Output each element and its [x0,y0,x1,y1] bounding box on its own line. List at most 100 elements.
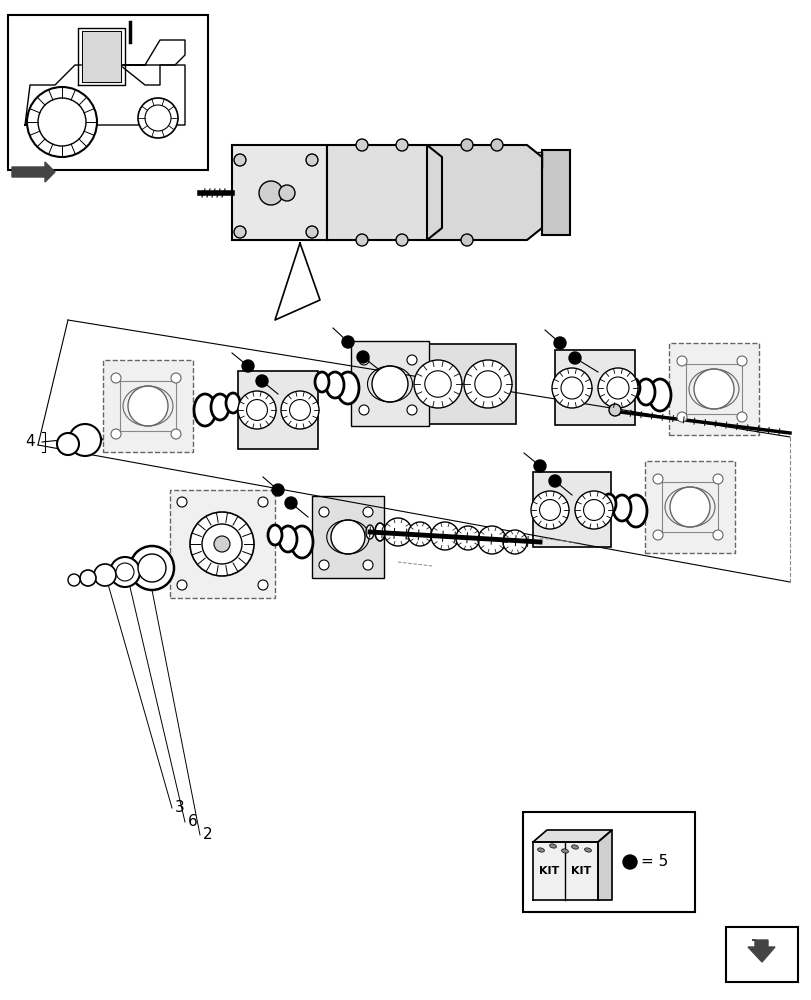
Circle shape [597,368,637,408]
Circle shape [363,507,372,517]
Bar [725,927,797,982]
Ellipse shape [624,495,646,527]
Ellipse shape [601,494,616,514]
Circle shape [358,355,368,365]
Circle shape [128,386,168,426]
Circle shape [202,524,242,564]
Polygon shape [82,31,121,82]
Circle shape [319,507,328,517]
Circle shape [608,404,620,416]
Circle shape [279,185,294,201]
Circle shape [478,526,505,554]
Polygon shape [25,65,185,125]
Circle shape [138,98,178,138]
Circle shape [569,352,581,364]
Circle shape [652,474,663,484]
Circle shape [463,360,512,408]
Bar [311,496,384,578]
Circle shape [358,405,368,415]
Circle shape [396,234,407,246]
Ellipse shape [375,523,384,541]
Polygon shape [327,145,441,240]
Circle shape [258,580,268,590]
Circle shape [669,487,709,527]
Bar [668,343,758,435]
Ellipse shape [337,372,358,404]
Circle shape [676,412,686,422]
Circle shape [242,360,254,372]
Circle shape [396,139,407,151]
Circle shape [341,336,354,348]
Circle shape [461,139,473,151]
Circle shape [234,154,246,166]
Circle shape [406,405,417,415]
Bar [410,344,515,424]
Circle shape [259,181,283,205]
Circle shape [652,530,663,540]
Text: KIT: KIT [539,866,559,876]
Circle shape [171,429,181,439]
Circle shape [407,522,431,546]
Circle shape [319,560,328,570]
Polygon shape [120,40,185,65]
Ellipse shape [315,372,328,392]
Circle shape [214,536,230,552]
Circle shape [553,337,565,349]
Circle shape [548,475,560,487]
Circle shape [560,377,582,399]
Ellipse shape [537,848,543,852]
Circle shape [406,355,417,365]
Circle shape [491,139,502,151]
Circle shape [145,105,171,131]
Bar [661,482,717,532]
Circle shape [607,377,629,399]
Circle shape [258,497,268,507]
Circle shape [234,226,246,238]
Circle shape [693,369,733,409]
Circle shape [38,98,86,146]
Circle shape [355,139,367,151]
Ellipse shape [636,379,654,405]
Ellipse shape [194,394,216,426]
Circle shape [712,474,722,484]
Polygon shape [427,145,541,240]
Circle shape [69,424,101,456]
Circle shape [371,366,407,402]
Circle shape [281,391,319,429]
Circle shape [27,87,97,157]
Ellipse shape [612,495,630,521]
Circle shape [290,400,310,420]
Polygon shape [275,243,320,320]
Circle shape [116,563,134,581]
Circle shape [384,518,411,546]
Text: 4: 4 [25,434,35,450]
Circle shape [177,497,187,507]
Text: 3: 3 [175,800,185,815]
Circle shape [255,375,268,387]
Polygon shape [532,830,611,842]
Ellipse shape [625,378,639,398]
Bar [8,15,208,170]
Circle shape [190,512,254,576]
Bar [532,472,610,547]
Ellipse shape [325,372,344,398]
Circle shape [534,460,545,472]
Circle shape [583,500,603,520]
Circle shape [357,351,368,363]
Circle shape [530,491,569,529]
Circle shape [285,497,297,509]
Circle shape [171,373,181,383]
Circle shape [424,371,451,397]
Circle shape [414,360,461,408]
Text: 1: 1 [525,153,534,168]
Circle shape [502,530,526,554]
Circle shape [431,522,458,550]
Polygon shape [747,940,774,962]
Bar [554,350,634,425]
Ellipse shape [561,849,568,853]
Polygon shape [597,830,611,900]
Circle shape [539,500,560,520]
Polygon shape [78,28,125,85]
Circle shape [272,484,284,496]
Circle shape [363,560,372,570]
